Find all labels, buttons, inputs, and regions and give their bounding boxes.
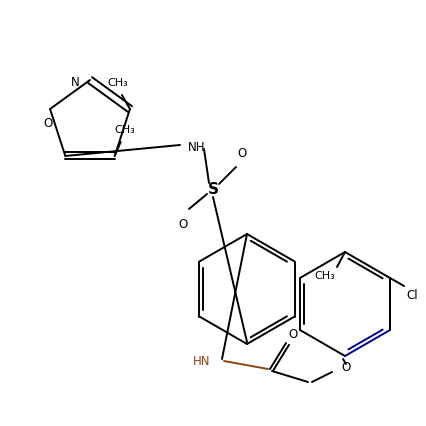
Text: O: O [237, 147, 246, 160]
Text: CH₃: CH₃ [107, 78, 128, 88]
Text: CH₃: CH₃ [114, 125, 135, 135]
Text: O: O [43, 117, 52, 130]
Text: CH₃: CH₃ [314, 271, 334, 280]
Text: O: O [287, 327, 296, 340]
Text: Cl: Cl [405, 288, 417, 301]
Text: O: O [340, 361, 349, 374]
Text: N: N [71, 76, 80, 89]
Text: NH: NH [187, 141, 205, 154]
Text: S: S [207, 182, 218, 197]
Text: HN: HN [192, 355, 210, 368]
Text: O: O [178, 218, 187, 230]
